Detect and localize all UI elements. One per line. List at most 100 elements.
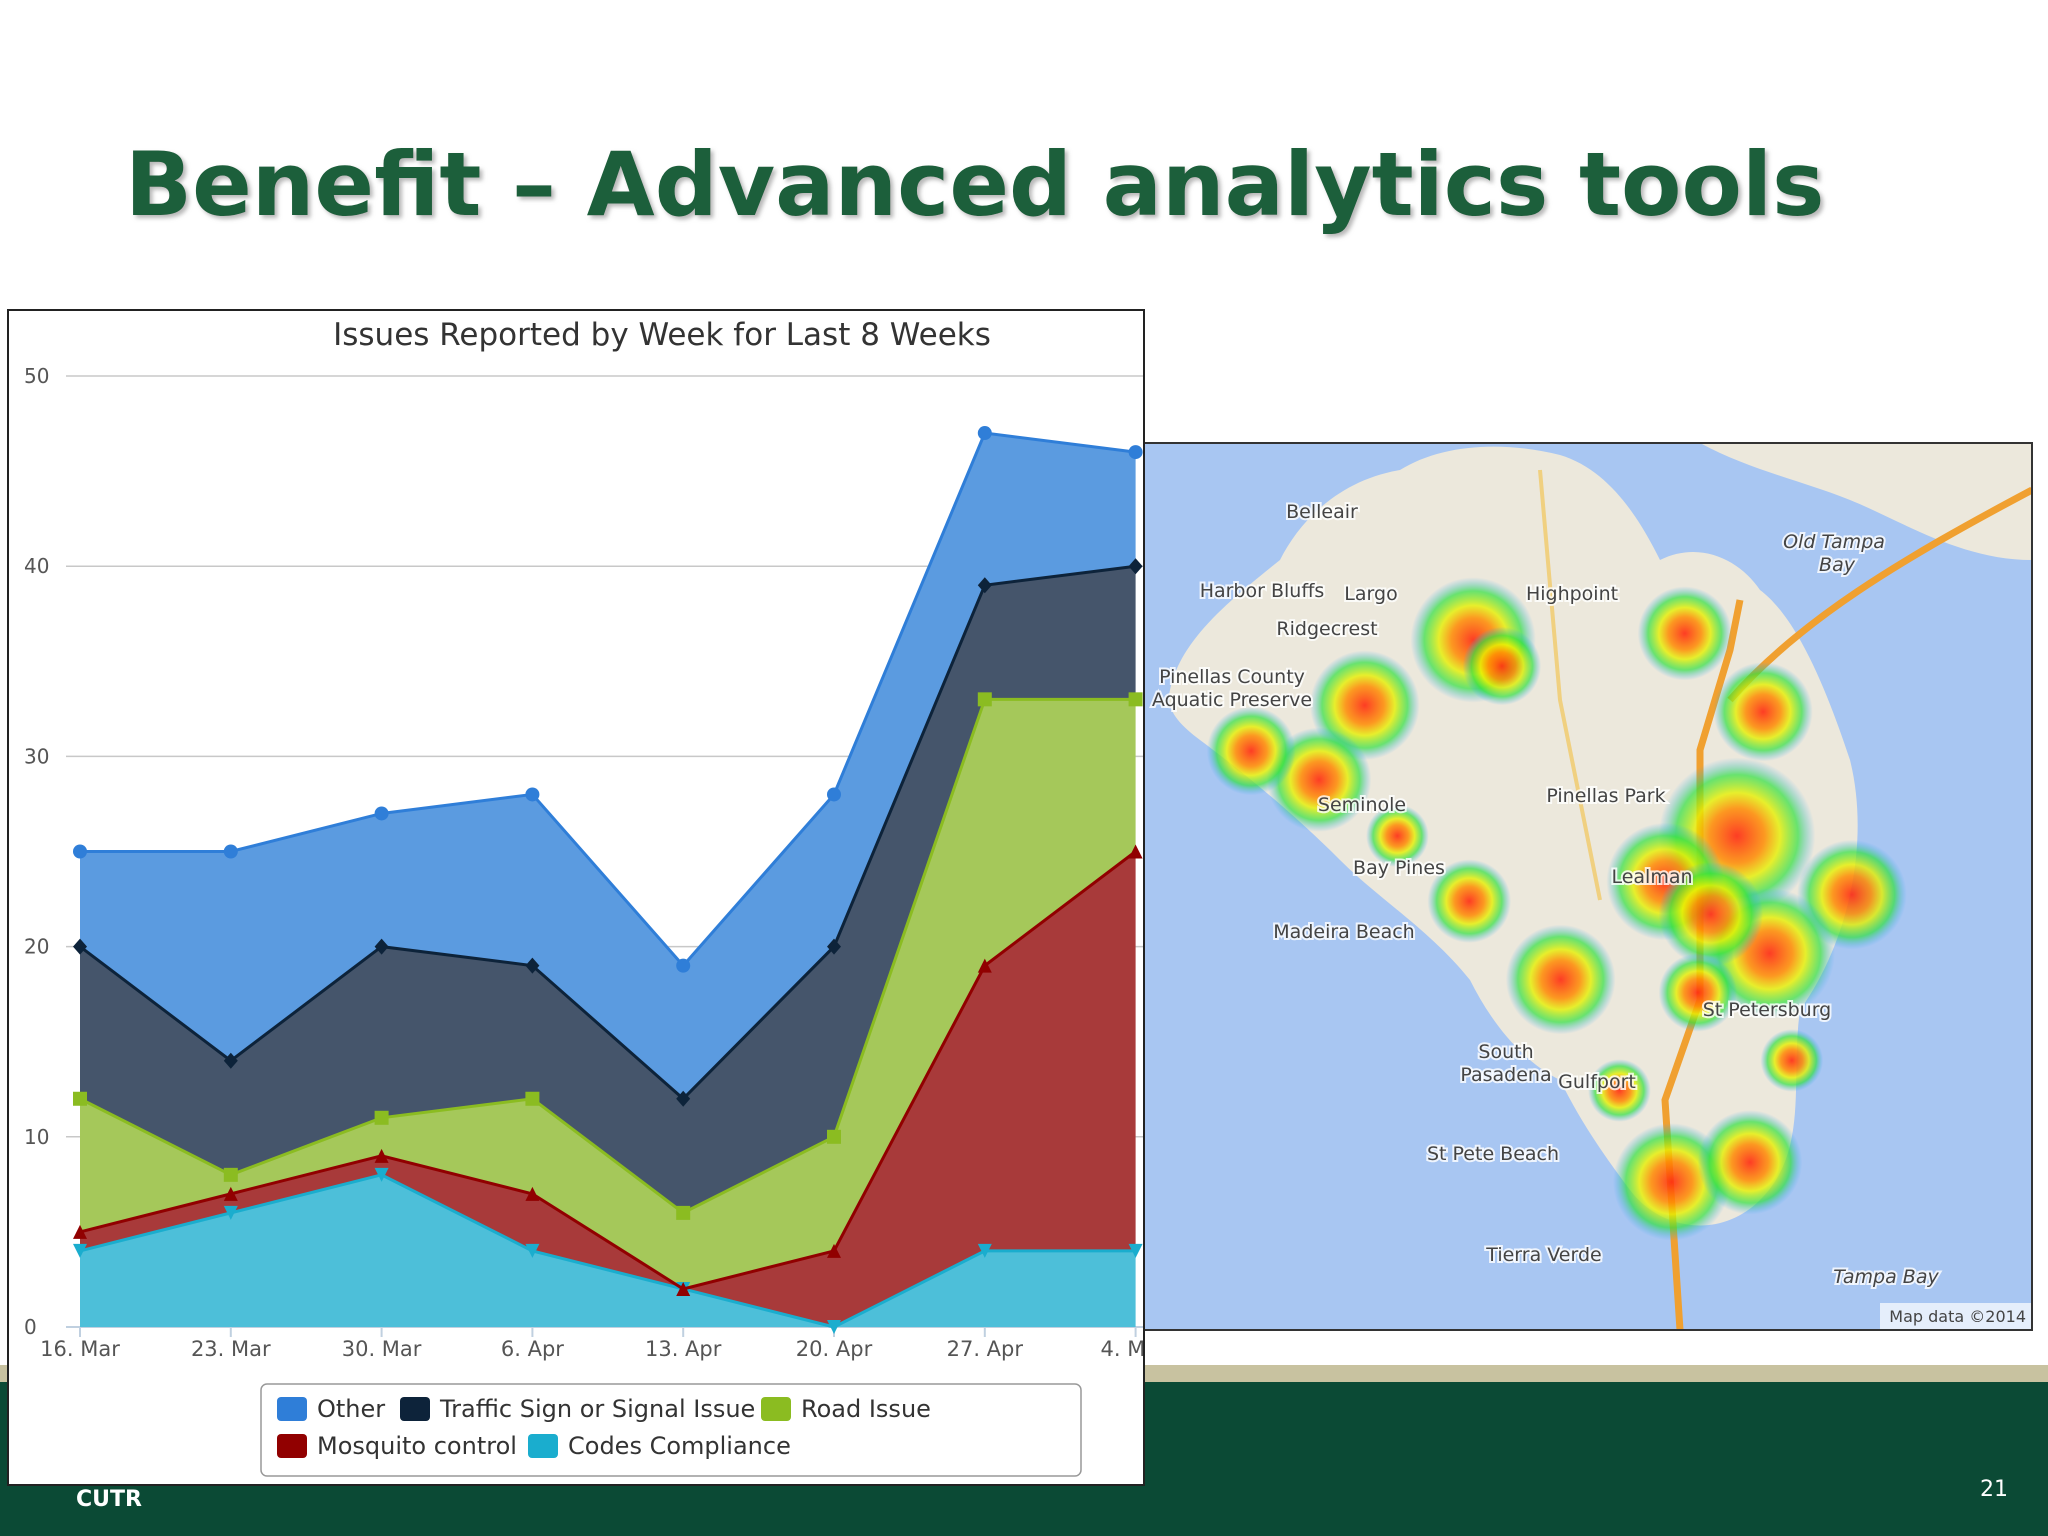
map-label: Pasadena xyxy=(1460,1064,1551,1086)
heat-map: Belleair Largo Harbor Bluffs Ridgecrest … xyxy=(1144,443,2032,1330)
road xyxy=(1538,469,1602,901)
chart-frame-border xyxy=(7,309,1145,1486)
slide-title: Benefit – Advanced analytics tools xyxy=(125,133,1825,236)
heat-blob xyxy=(1206,706,1296,796)
marker xyxy=(223,844,238,859)
marker xyxy=(73,844,87,859)
legend-swatch xyxy=(277,1434,307,1458)
x-tick-label: 4. May xyxy=(1101,1337,1171,1361)
marker xyxy=(827,938,841,955)
map-label: Harbor Bluffs xyxy=(1200,580,1325,602)
x-tick-label: 20. Apr xyxy=(796,1337,873,1361)
legend-swatch xyxy=(528,1434,558,1458)
map-label: Lealman xyxy=(1611,866,1692,888)
map-label: Tampa Bay xyxy=(1833,1266,1939,1288)
map-label: Tierra Verde xyxy=(1485,1244,1601,1266)
x-tick-label: 6. Apr xyxy=(501,1337,564,1361)
heat-blob xyxy=(1637,586,1732,681)
y-tick-label: 20 xyxy=(24,935,49,959)
y-tick-label: 50 xyxy=(24,364,49,388)
area xyxy=(80,1174,1136,1327)
legend-label: Road Issue xyxy=(801,1395,931,1423)
marker xyxy=(73,1091,87,1106)
heat-blob xyxy=(1427,859,1512,943)
y-tick-label: 10 xyxy=(24,1125,49,1149)
marker xyxy=(1128,692,1143,707)
map-label: Belleair xyxy=(1286,501,1358,523)
heat-blob xyxy=(1462,626,1542,706)
y-tick-label: 40 xyxy=(24,554,49,578)
heat-blob xyxy=(1505,924,1616,1035)
marker xyxy=(827,1243,841,1258)
marker xyxy=(1128,844,1143,859)
marker xyxy=(223,1205,238,1220)
marker xyxy=(525,1091,540,1106)
marker xyxy=(525,957,540,974)
attribution-bg xyxy=(1880,1303,2032,1330)
map-label: Largo xyxy=(1344,583,1397,605)
map-label: Pinellas County xyxy=(1159,666,1305,688)
legend-swatch xyxy=(400,1397,430,1421)
heat-blob xyxy=(1697,1110,1803,1215)
area-line xyxy=(79,564,1136,1101)
map-label: South xyxy=(1478,1041,1533,1063)
area xyxy=(80,699,1136,1289)
x-tick-label: 23. Mar xyxy=(191,1337,271,1361)
marker xyxy=(525,1243,540,1258)
x-tick-label: 27. Apr xyxy=(947,1337,1024,1361)
marker xyxy=(977,426,992,441)
marker xyxy=(676,1090,691,1107)
marker xyxy=(676,958,691,973)
marker xyxy=(374,1148,389,1163)
y-tick-label: 0 xyxy=(24,1315,37,1339)
map-label: Madeira Beach xyxy=(1273,921,1414,943)
legend-label: Traffic Sign or Signal Issue xyxy=(439,1395,755,1423)
marker xyxy=(525,1186,540,1201)
heat-blob xyxy=(1366,804,1429,868)
legend-label: Mosquito control xyxy=(317,1432,517,1460)
page-number: 21 xyxy=(1980,1477,2008,1502)
legend-label: Codes Compliance xyxy=(568,1432,791,1460)
heat-blob xyxy=(1588,1059,1651,1122)
area xyxy=(80,433,1136,1099)
marker xyxy=(977,958,992,973)
map-label: Bay xyxy=(1819,554,1856,576)
legend-swatch xyxy=(761,1397,791,1421)
heat-blob xyxy=(1713,662,1813,762)
marker xyxy=(1128,1243,1143,1258)
marker xyxy=(374,1167,389,1182)
area-line xyxy=(79,850,1137,1291)
marker xyxy=(977,1243,992,1258)
legend-label: Other xyxy=(317,1395,385,1423)
area-line xyxy=(80,431,1136,968)
marker xyxy=(223,1052,238,1069)
marker xyxy=(374,938,389,955)
area xyxy=(80,566,1136,1213)
map-label: Aquatic Preserve xyxy=(1152,689,1312,711)
logo-text: CUTR xyxy=(76,1487,142,1512)
marker xyxy=(827,787,841,802)
marker xyxy=(977,692,992,707)
x-tick-label: 16. Mar xyxy=(40,1337,120,1361)
map-label: Seminole xyxy=(1318,794,1406,816)
map-attribution: Map data ©2014 xyxy=(1889,1307,2026,1326)
area xyxy=(80,851,1136,1327)
marker xyxy=(223,1186,238,1201)
map-label: Pinellas Park xyxy=(1546,785,1665,807)
marker xyxy=(1128,558,1143,575)
legend-box xyxy=(260,1383,1082,1477)
marker xyxy=(374,806,389,821)
marker xyxy=(374,1110,389,1125)
marker xyxy=(73,1243,87,1258)
heat-blob xyxy=(1658,861,1764,967)
marker xyxy=(73,1224,87,1239)
marker xyxy=(977,577,992,594)
marker xyxy=(827,1129,841,1144)
map-label: Bay Pines xyxy=(1353,857,1445,879)
area-line xyxy=(79,697,1136,1215)
marker xyxy=(525,787,540,802)
chart: Issues Reported by Week for Last 8 Weeks… xyxy=(24,317,1171,1361)
area-line xyxy=(79,1173,1136,1329)
map-label: Old Tampa xyxy=(1783,531,1885,553)
